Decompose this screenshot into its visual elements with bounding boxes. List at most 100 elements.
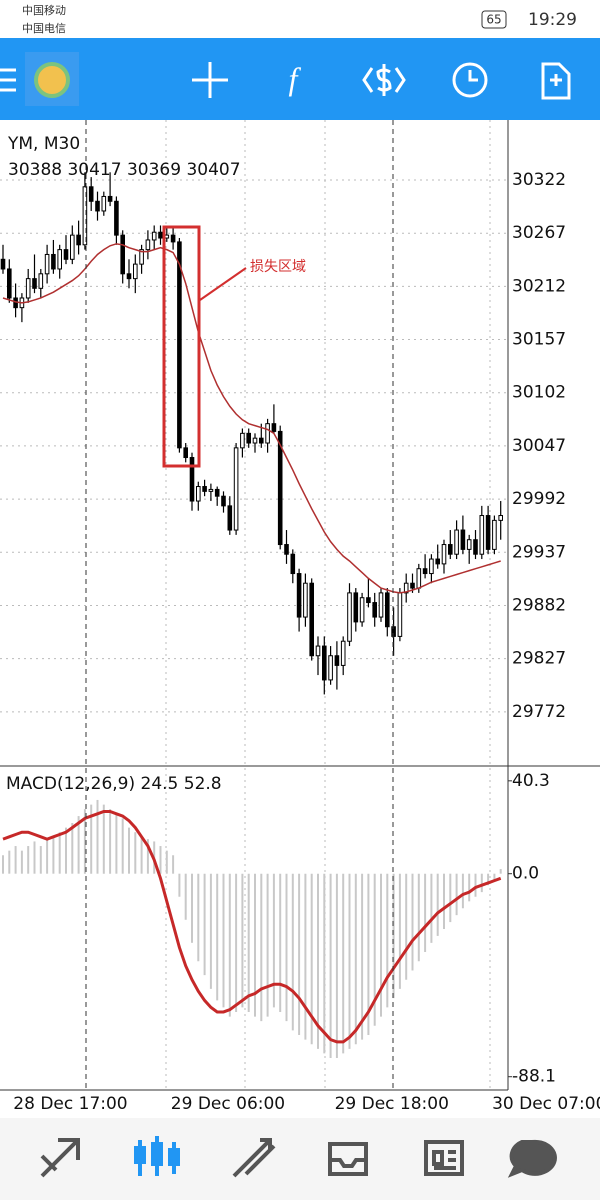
y-tick-label: 29827 (512, 649, 566, 669)
candle-body (177, 241, 182, 449)
candle-body (315, 645, 321, 657)
chart-title: YM, M30 (7, 134, 80, 154)
y-tick-label: 29937 (512, 542, 566, 562)
moving-average (2, 243, 501, 594)
candle-body (51, 253, 56, 270)
candle-body (63, 249, 69, 260)
candle-body (403, 582, 409, 594)
period-button[interactable] (452, 62, 488, 98)
y-tick-label: -88.1 (512, 1067, 556, 1087)
y-tick-label: 0.0 (512, 864, 539, 884)
candle-body (347, 592, 352, 642)
candle-body (76, 234, 81, 246)
candle-body (0, 258, 6, 270)
candle-body (359, 597, 365, 623)
ohlc-readout: 30388 30417 30369 30407 (8, 160, 241, 180)
y-tick-label: 30102 (512, 383, 566, 403)
candle-body (170, 234, 176, 243)
signal-line (2, 809, 502, 1044)
candle-body (391, 626, 396, 637)
candle-body (303, 582, 308, 618)
candle-body (284, 544, 289, 555)
candle-body (441, 544, 447, 565)
candle-body (397, 592, 403, 637)
candle-body (164, 234, 170, 239)
candle-body (328, 655, 333, 681)
candle-body (448, 544, 453, 555)
candle-body (183, 447, 188, 459)
x-tick-label: 29 Dec 18:00 (335, 1094, 449, 1114)
candle-body (429, 558, 434, 575)
trade-tab[interactable] (232, 1138, 276, 1178)
y-tick-label: 30157 (512, 330, 566, 350)
clock-hand (468, 70, 478, 82)
chat-tab[interactable] (507, 1139, 557, 1178)
candle-body (460, 529, 466, 550)
candle-body (202, 486, 207, 492)
menu-button[interactable] (0, 68, 16, 92)
candle-body (70, 234, 75, 260)
candle-body (498, 515, 503, 521)
candle-body (82, 186, 88, 246)
candle-body (25, 278, 31, 299)
candle-body (422, 568, 428, 575)
candle-body (88, 186, 94, 202)
candle-body (32, 278, 37, 289)
trade-button[interactable] (362, 64, 406, 96)
x-tick-label: 29 Dec 06:00 (171, 1094, 285, 1114)
news-tab[interactable] (424, 1140, 464, 1176)
candle-body (139, 249, 144, 265)
candle-body (120, 234, 126, 275)
carrier: 中国移动 (22, 4, 66, 17)
candle-body (290, 553, 296, 575)
candle-body (13, 297, 18, 309)
y-tick-label: 30322 (512, 170, 566, 190)
clock: 19:29 (528, 10, 577, 30)
candle-body (372, 602, 377, 618)
candle-body (416, 568, 422, 589)
y-tick-label: 29882 (512, 595, 566, 615)
y-tick-label: 30047 (512, 436, 566, 456)
candle-body (265, 423, 270, 444)
quotes-tab[interactable] (40, 1138, 80, 1178)
status-bar (0, 0, 600, 38)
candle-body (378, 592, 384, 618)
candle-body (196, 486, 201, 502)
candle-body (271, 423, 277, 432)
candle-body (133, 263, 138, 280)
x-tick-label: 30 Dec 07:00 (492, 1094, 600, 1114)
candle-body (473, 539, 478, 555)
candle-body (227, 505, 233, 531)
y-tick-label: 29992 (512, 489, 566, 509)
new-order-button[interactable] (541, 62, 571, 100)
chart: 30322 30267 30212 30157 30102 30047 29992 29937… (0, 120, 600, 1114)
chart-tab[interactable] (134, 1136, 180, 1176)
candle-body (479, 515, 485, 555)
battery-icon (481, 10, 507, 29)
candle-body (214, 488, 220, 497)
toolbar (0, 38, 600, 120)
candle-body (435, 558, 440, 565)
candle-body (492, 519, 497, 550)
candle-body (158, 231, 163, 239)
y-tick-label: 30212 (512, 276, 566, 296)
candle-body (340, 640, 346, 666)
candle-body (114, 200, 119, 236)
candle-body (189, 457, 195, 502)
bottom-nav (0, 1118, 600, 1200)
candle-body (322, 645, 327, 681)
x-tick-label: 28 Dec 17:00 (13, 1094, 127, 1114)
candle-body (277, 430, 283, 546)
candle-body (208, 488, 214, 492)
annotation-leader (199, 267, 247, 301)
y-tick-label: 30267 (512, 223, 566, 243)
logo-mark (34, 62, 70, 98)
candle-body (57, 249, 63, 270)
history-tab[interactable] (328, 1142, 368, 1176)
candle-body (296, 573, 302, 618)
candle-body (466, 539, 472, 550)
candle-body (107, 195, 113, 202)
y-tick-label: 40.3 (512, 771, 550, 791)
crosshair-button[interactable] (192, 62, 228, 98)
